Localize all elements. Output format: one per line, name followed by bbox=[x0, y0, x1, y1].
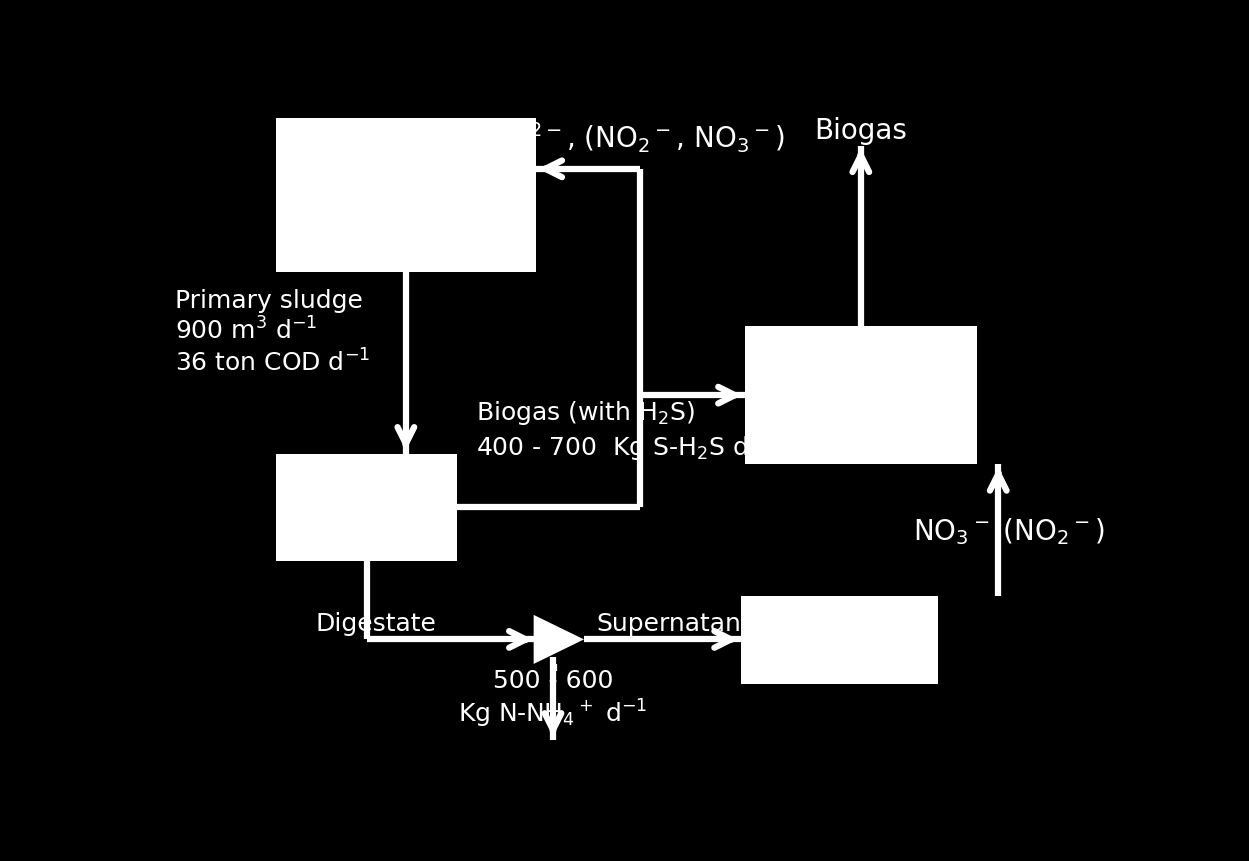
Text: Supernatant: Supernatant bbox=[597, 612, 751, 635]
Bar bbox=[276, 454, 457, 561]
Polygon shape bbox=[533, 615, 585, 664]
Bar bbox=[276, 119, 536, 272]
Text: Biogas: Biogas bbox=[814, 116, 907, 145]
Text: Biogas (with H$_2$S)
400 - 700  Kg S-H$_2$S d$^{-1}$: Biogas (with H$_2$S) 400 - 700 Kg S-H$_2… bbox=[476, 399, 774, 463]
Text: Primary sludge
900 m$^3$ d$^{-1}$
36 ton COD d$^{-1}$: Primary sludge 900 m$^3$ d$^{-1}$ 36 ton… bbox=[175, 289, 371, 376]
Text: 500 - 600
Kg N-NH$_4$$^+$ d$^{-1}$: 500 - 600 Kg N-NH$_4$$^+$ d$^{-1}$ bbox=[458, 668, 648, 729]
Text: NO$_3$$^-$ (NO$_2$$^-$): NO$_3$$^-$ (NO$_2$$^-$) bbox=[913, 516, 1105, 547]
Bar bbox=[741, 596, 938, 684]
Bar bbox=[744, 326, 977, 465]
Text: SO$_4$$^{2-}$, (NO$_2$$^-$, NO$_3$$^-$): SO$_4$$^{2-}$, (NO$_2$$^-$, NO$_3$$^-$) bbox=[476, 120, 784, 155]
Text: Digestate: Digestate bbox=[316, 612, 437, 635]
